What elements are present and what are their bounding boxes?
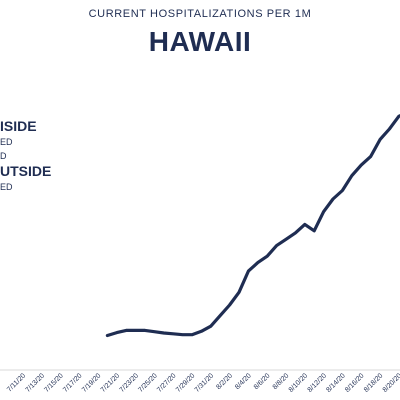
x-tick-label: 8/20/20 [382, 372, 400, 394]
legend-sublabel-3: ED [0, 182, 13, 192]
x-tick-label: 7/21/20 [100, 372, 122, 394]
x-tick-label: 7/25/20 [137, 372, 159, 394]
x-tick-label: 8/10/20 [288, 372, 310, 394]
x-tick-label: 7/11/20 [6, 372, 27, 393]
legend-label-outside: UTSIDE [0, 163, 52, 179]
legend-sublabel-1: ED [0, 137, 13, 147]
x-tick-label: 8/6/20 [253, 372, 272, 391]
x-tick-label: 8/16/20 [344, 372, 366, 394]
x-tick-label: 8/14/20 [325, 372, 347, 394]
x-tick-label: 7/31/20 [194, 372, 216, 394]
x-tick-label: 7/17/20 [62, 372, 84, 394]
x-tick-label: 7/15/20 [43, 372, 65, 394]
x-tick-label: 8/12/20 [307, 372, 329, 394]
chart-subtitle: CURRENT HOSPITALIZATIONS PER 1M [88, 8, 312, 20]
x-tick-label: 7/23/20 [119, 372, 141, 394]
x-tick-label: 8/18/20 [363, 372, 385, 394]
series-line [105, 114, 400, 338]
x-tick-label: 8/4/20 [234, 372, 253, 391]
chart-title: HAWAII [148, 26, 252, 57]
legend-sublabel-2: D [0, 151, 7, 161]
x-tick-label: 7/19/20 [81, 372, 103, 394]
x-tick-label: 7/27/20 [156, 372, 178, 394]
legend-label-inside: ISIDE [0, 118, 37, 134]
x-tick-label: 7/29/20 [175, 372, 197, 394]
x-tick-label: 7/13/20 [25, 372, 47, 394]
x-tick-label: 8/2/20 [215, 372, 234, 391]
